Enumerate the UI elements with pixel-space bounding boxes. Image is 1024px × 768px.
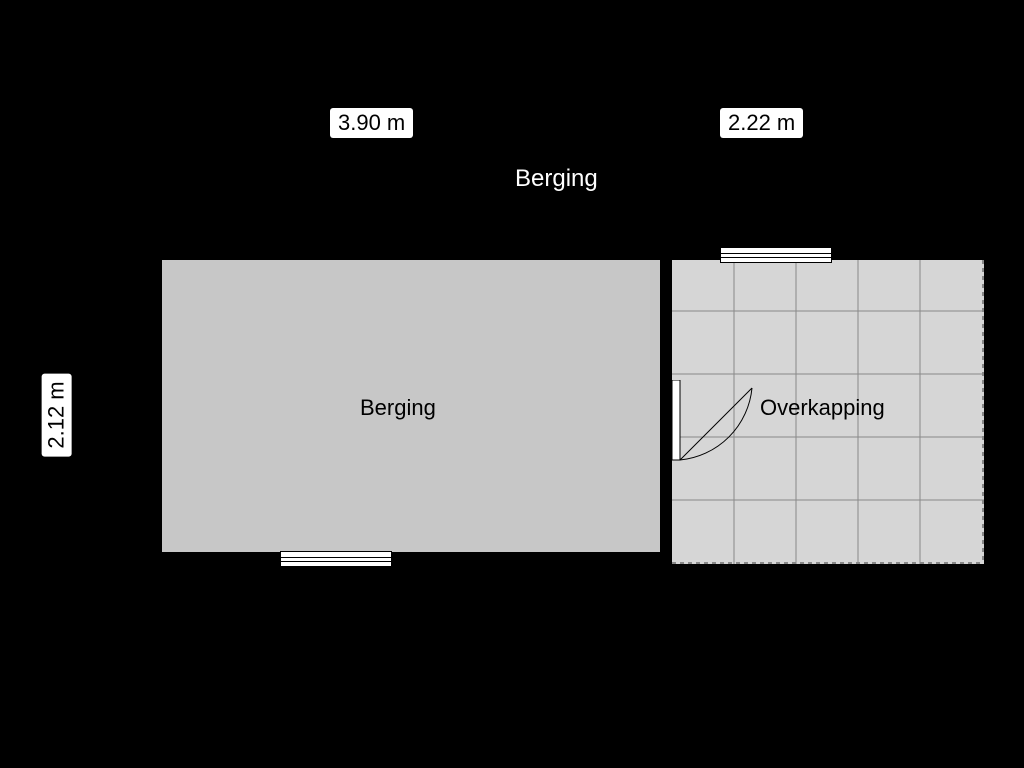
window-overkapping-top: [720, 247, 832, 263]
overkapping-open-right: [982, 260, 984, 564]
wall-berging-top: [150, 248, 672, 260]
dim-top-2-text: 2.22 m: [728, 110, 795, 135]
plan-title: Berging: [515, 165, 598, 193]
plan-title-text: Berging: [515, 165, 598, 192]
wall-partition-upper: [660, 248, 672, 380]
dim-top-1-text: 3.90 m: [338, 110, 405, 135]
wall-overkapping-top-r: [830, 248, 984, 260]
room-berging-label: Berging: [360, 395, 436, 421]
wall-partition-lower: [660, 460, 672, 564]
wall-berging-bottom: [150, 552, 672, 564]
dim-top-2: 2.22 m: [720, 108, 803, 138]
wall-overkapping-top-l: [672, 248, 720, 260]
window-berging-bottom: [280, 551, 392, 567]
floorplan-canvas: 3.90 m 2.22 m 2.12 m Berging: [0, 0, 1024, 768]
dim-left-text: 2.12 m: [44, 381, 69, 448]
dim-top-1: 3.90 m: [330, 108, 413, 138]
door-icon: [660, 380, 760, 470]
room-overkapping-label-text: Overkapping: [760, 395, 885, 420]
overkapping-open-bottom: [672, 562, 984, 564]
wall-berging-left: [150, 248, 162, 564]
room-berging-label-text: Berging: [360, 395, 436, 420]
room-overkapping-label: Overkapping: [760, 395, 885, 421]
dim-left: 2.12 m: [42, 373, 72, 456]
